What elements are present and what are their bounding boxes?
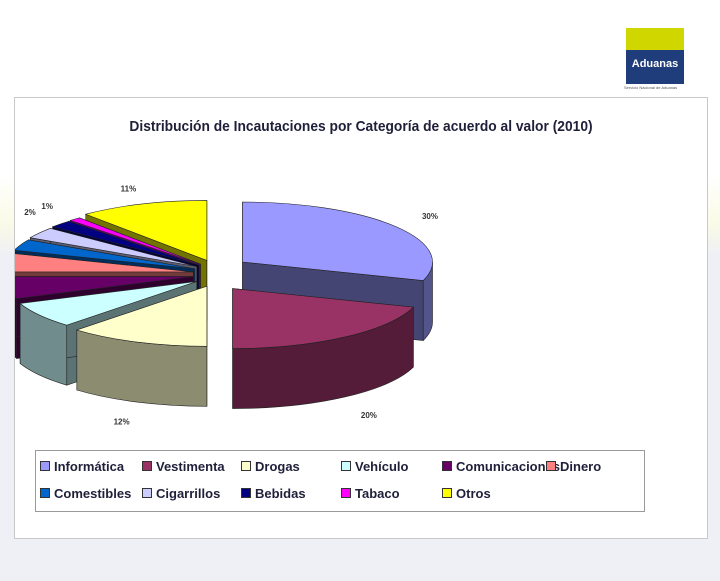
legend-item-comunicaciones: Comunicaciones xyxy=(442,458,560,474)
legend-label: Bebidas xyxy=(255,485,306,501)
logo-tagline: Servicio Nacional de Aduanas xyxy=(624,85,678,90)
pie-slice-vestimenta xyxy=(232,288,415,409)
pie-slice-top xyxy=(51,220,200,266)
legend-item-bebidas: Bebidas xyxy=(241,485,306,501)
chart-panel: Distribución de Incautaciones por Catego… xyxy=(14,97,708,539)
logo-bottom-band xyxy=(626,50,684,84)
pie-slice-top xyxy=(84,200,208,261)
data-label-informática: 30% xyxy=(422,212,438,221)
aduanas-logo: Aduanas xyxy=(626,28,684,84)
logo-name: Aduanas xyxy=(631,58,679,70)
legend-label: Cigarrillos xyxy=(156,485,221,501)
data-label-otros: 11% xyxy=(121,185,137,194)
pie-slice-top xyxy=(232,288,415,349)
legend-item-informática: Informática xyxy=(40,458,124,474)
legend-swatch xyxy=(241,461,251,471)
legend-swatch xyxy=(142,488,152,498)
legend-label: Otros xyxy=(456,485,491,501)
pie-chart: 30%20%12%7%6%5%3%3%2%1%11% xyxy=(15,185,438,426)
legend-label: Dinero xyxy=(560,458,602,474)
legend-label: Comunicaciones xyxy=(456,458,561,474)
legend-item-otros: Otros xyxy=(442,485,491,501)
pie-slice-top xyxy=(242,201,433,281)
logo-top-band xyxy=(626,28,684,50)
data-label-drogas: 12% xyxy=(114,417,130,426)
pie-slice-rim xyxy=(15,296,18,360)
legend-swatch xyxy=(241,488,251,498)
data-label-tabaco: 1% xyxy=(41,202,53,211)
data-label-bebidas: 2% xyxy=(24,208,36,217)
pie-slice-top xyxy=(15,239,195,270)
legend-swatch xyxy=(40,488,50,498)
legend-item-vehículo: Vehículo xyxy=(341,458,408,474)
pie-slice-top xyxy=(15,276,194,299)
pie-slice-drogas xyxy=(75,285,208,407)
pie-slice-top xyxy=(75,285,208,347)
pie-slice-top xyxy=(15,253,194,273)
legend-label: Informática xyxy=(54,458,125,474)
legend-swatch xyxy=(546,461,556,471)
chart-legend: Informática Vestimenta Drogas Vehículo Comun… xyxy=(35,450,645,512)
data-label-vestimenta: 20% xyxy=(361,411,377,420)
pie-slice-top xyxy=(19,281,197,326)
pie-slice-top xyxy=(69,217,201,265)
legend-swatch xyxy=(341,488,351,498)
legend-swatch xyxy=(442,461,452,471)
pie-slice-top xyxy=(29,228,197,267)
legend-label: Comestibles xyxy=(54,485,132,501)
legend-swatch xyxy=(40,461,50,471)
legend-swatch xyxy=(142,461,152,471)
legend-item-cigarrillos: Cigarrillos xyxy=(142,485,220,501)
legend-item-comestibles: Comestibles xyxy=(40,485,131,501)
legend-label: Vehículo xyxy=(355,458,409,474)
legend-swatch xyxy=(442,488,452,498)
legend-item-dinero: Dinero xyxy=(546,458,601,474)
legend-label: Vestimenta xyxy=(156,458,225,474)
legend-label: Tabaco xyxy=(355,485,400,501)
legend-item-tabaco: Tabaco xyxy=(341,485,400,501)
legend-item-drogas: Drogas xyxy=(241,458,300,474)
chart-title: Distribución de Incautaciones por Catego… xyxy=(129,118,593,135)
legend-swatch xyxy=(341,461,351,471)
legend-label: Drogas xyxy=(255,458,300,474)
legend-item-vestimenta: Vestimenta xyxy=(142,458,225,474)
